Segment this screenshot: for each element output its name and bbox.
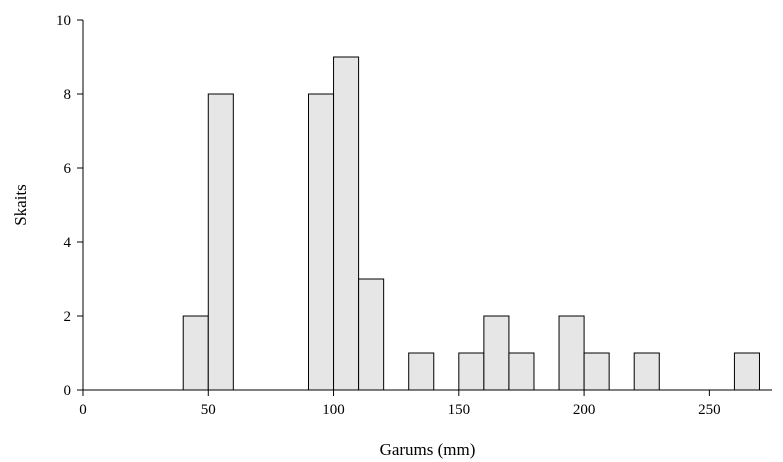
y-tick-label-4: 4 [64,235,72,251]
y-tick-label-10: 10 [56,13,71,29]
y-tick-label-8: 8 [64,87,72,103]
x-tick-label-150: 150 [448,402,471,418]
histogram-bar-10 [558,315,585,391]
histogram-bar-3 [307,93,335,391]
x-axis-title: Garums (mm) [380,440,476,459]
histogram-bar-11 [583,352,610,391]
x-tick-label-50: 50 [201,402,216,418]
bars-group [182,56,760,391]
histogram-bar-6 [408,352,435,391]
histogram-bar-7 [458,352,485,391]
x-tick-label-0: 0 [79,402,87,418]
histogram-bar-13 [733,352,760,391]
x-tick-label-250: 250 [698,402,721,418]
histogram-bar-9 [508,352,535,391]
y-axis-title: Skaits [11,184,30,226]
x-tick-label-200: 200 [573,402,596,418]
histogram-bar-8 [483,315,510,391]
histogram-bar-2 [207,93,234,391]
histogram-bar-12 [633,352,660,391]
histogram-bar-5 [358,278,385,391]
x-tick-label-100: 100 [322,402,345,418]
histogram-bar-4 [333,56,360,391]
y-tick-label-2: 2 [64,309,72,325]
y-tick-label-0: 0 [64,383,72,399]
histogram-bar-1 [182,315,209,391]
y-tick-label-6: 6 [64,161,72,177]
